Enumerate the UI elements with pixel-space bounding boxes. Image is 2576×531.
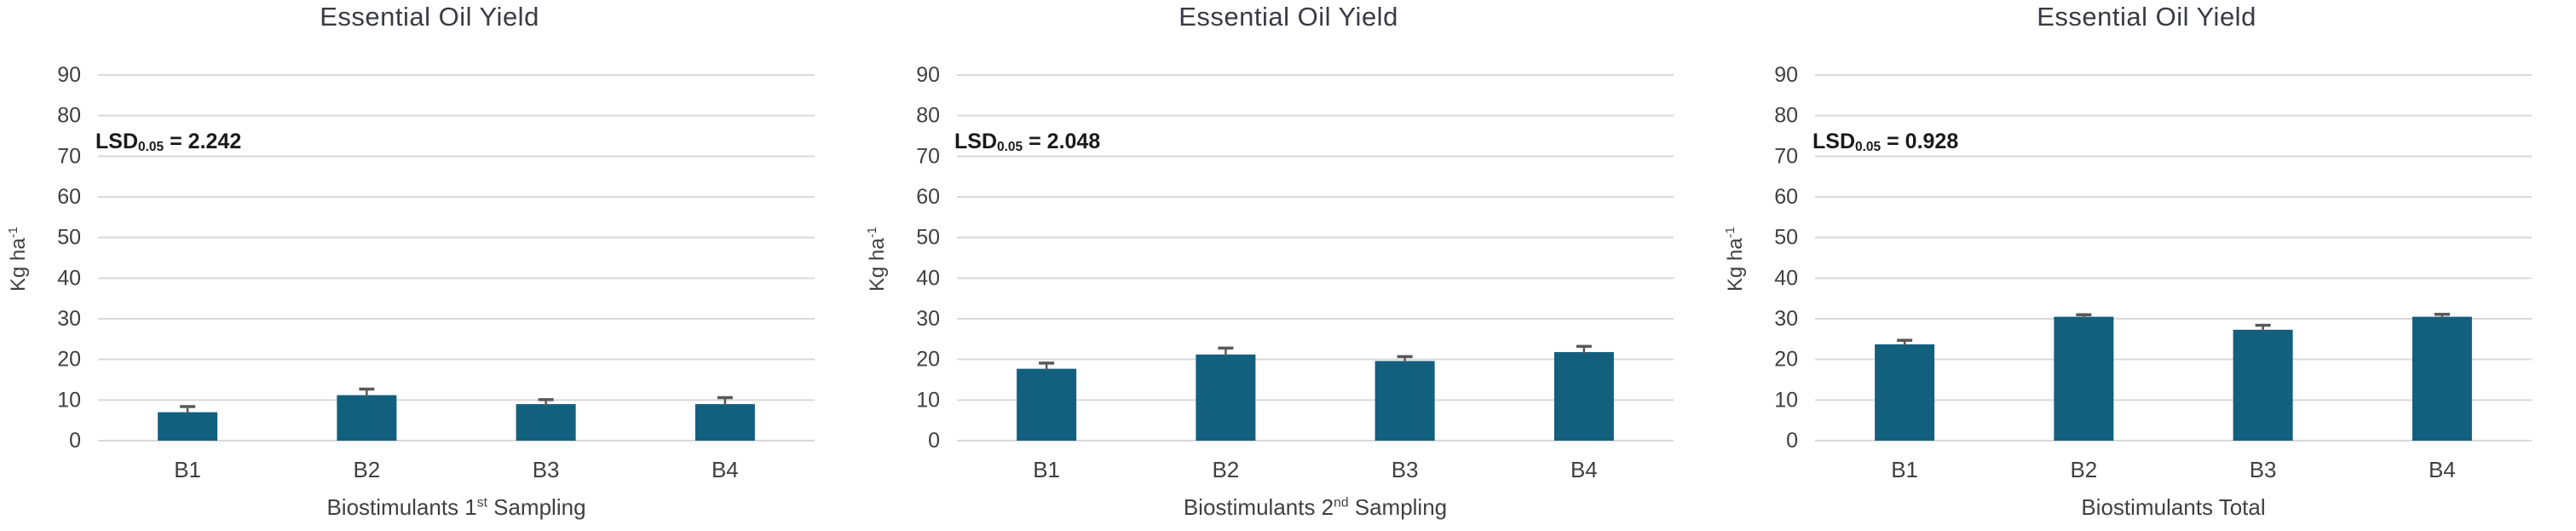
- x-category-label-B3: B3: [2250, 457, 2277, 482]
- y-tick-label-80: 80: [916, 104, 940, 128]
- x-axis-title: Biostimulants 2nd Sampling: [957, 494, 1674, 521]
- bar-B4: [694, 404, 755, 441]
- lsd-subscript: 0.05: [997, 139, 1023, 154]
- x-axis-title-suffix: Sampling: [1348, 494, 1448, 520]
- lsd-subscript: 0.05: [138, 139, 164, 154]
- lsd-subscript: 0.05: [1855, 139, 1882, 154]
- bar-B1: [1875, 344, 1935, 441]
- y-tick-label-40: 40: [57, 266, 81, 290]
- y-tick-label-30: 30: [1774, 307, 1798, 331]
- y-tick-label-50: 50: [916, 226, 940, 250]
- x-category-label-B2: B2: [2070, 457, 2097, 482]
- y-tick-label-20: 20: [1774, 348, 1798, 372]
- chart-title: Essential Oil Yield: [2037, 2, 2256, 32]
- x-category-label-B4: B4: [712, 457, 739, 482]
- bar-B4: [2412, 316, 2472, 441]
- bar-B2: [2054, 316, 2114, 441]
- x-category-label-B1: B1: [174, 457, 201, 482]
- x-category-label-B3: B3: [1392, 457, 1419, 482]
- bar-B1: [158, 412, 218, 441]
- chart-panel-first-sampling: Essential Oil Yield LSD0.05 = 2.242 Kg h…: [0, 0, 859, 531]
- y-tick-label-80: 80: [1774, 104, 1798, 128]
- lsd-annotation: LSD0.05 = 0.928: [1812, 130, 1958, 154]
- y-tick-label-90: 90: [57, 63, 81, 87]
- y-tick-label-0: 0: [1786, 429, 1798, 453]
- plot-area: 0 10 20 30 40 50 60 70 80 90 B1 B2 B3 B4: [916, 63, 1674, 482]
- x-axis-title-text: Biostimulants Total: [2081, 494, 2266, 520]
- x-axis-title-superscript: st: [476, 495, 487, 511]
- chart-title: Essential Oil Yield: [320, 2, 539, 32]
- x-category-label-B2: B2: [1212, 457, 1239, 482]
- y-tick-label-0: 0: [69, 429, 81, 453]
- chart-title: Essential Oil Yield: [1179, 2, 1398, 32]
- y-tick-label-40: 40: [1774, 266, 1798, 290]
- y-tick-label-30: 30: [916, 307, 940, 331]
- x-axis-title-text: Biostimulants 2: [1183, 494, 1334, 520]
- bar-B3: [2233, 329, 2293, 441]
- y-tick-label-30: 30: [57, 307, 81, 331]
- x-axis-title: Biostimulants 1st Sampling: [98, 494, 815, 521]
- x-axis-title-suffix: Sampling: [487, 494, 586, 520]
- lsd-value: = 2.048: [1023, 130, 1101, 153]
- x-axis-title: Biostimulants Total: [1815, 494, 2532, 521]
- x-category-label-B4: B4: [2429, 457, 2456, 482]
- y-tick-label-10: 10: [1774, 388, 1798, 412]
- y-tick-label-50: 50: [57, 226, 81, 250]
- bar-B2: [1196, 354, 1256, 441]
- y-tick-label-70: 70: [916, 144, 940, 168]
- lsd-value: = 2.242: [164, 130, 242, 153]
- y-tick-label-60: 60: [916, 185, 940, 209]
- plot-area: 0 10 20 30 40 50 60 70 80 90 B1 B2 B3 B4: [1774, 63, 2532, 482]
- lsd-prefix: LSD: [954, 130, 997, 153]
- y-tick-label-60: 60: [57, 185, 81, 209]
- lsd-prefix: LSD: [95, 130, 138, 153]
- x-category-label-B1: B1: [1033, 457, 1060, 482]
- x-category-label-B1: B1: [1891, 457, 1918, 482]
- bar-B1: [1017, 368, 1077, 441]
- bar-B3: [516, 404, 576, 441]
- lsd-annotation: LSD0.05 = 2.048: [954, 130, 1100, 154]
- y-tick-label-90: 90: [916, 63, 940, 87]
- x-category-label-B2: B2: [353, 457, 380, 482]
- y-tick-label-20: 20: [57, 348, 81, 372]
- y-tick-label-10: 10: [916, 388, 940, 412]
- y-tick-label-50: 50: [1774, 226, 1798, 250]
- y-tick-label-70: 70: [57, 144, 81, 168]
- chart-panel-second-sampling: Essential Oil Yield LSD0.05 = 2.048 Kg h…: [859, 0, 1718, 531]
- lsd-annotation: LSD0.05 = 2.242: [95, 130, 241, 154]
- x-category-label-B4: B4: [1570, 457, 1598, 482]
- y-tick-label-0: 0: [928, 429, 940, 453]
- plot-area: 0 10 20 30 40 50 60 70 80 90 B1 B2 B3 B4: [57, 63, 815, 482]
- y-tick-label-20: 20: [916, 348, 940, 372]
- bar-B3: [1374, 361, 1435, 441]
- y-tick-label-90: 90: [1774, 63, 1798, 87]
- x-category-label-B3: B3: [533, 457, 560, 482]
- y-tick-label-10: 10: [57, 388, 81, 412]
- y-tick-label-70: 70: [1774, 144, 1798, 168]
- bar-B4: [1553, 352, 1614, 441]
- x-axis-title-text: Biostimulants 1: [326, 494, 477, 520]
- chart-panel-total: Essential Oil Yield LSD0.05 = 0.928 Kg h…: [1717, 0, 2576, 531]
- lsd-value: = 0.928: [1881, 130, 1959, 153]
- lsd-prefix: LSD: [1812, 130, 1855, 153]
- bar-B2: [337, 395, 397, 441]
- y-tick-label-60: 60: [1774, 185, 1798, 209]
- x-axis-title-superscript: nd: [1334, 495, 1349, 511]
- y-tick-label-40: 40: [916, 266, 940, 290]
- y-tick-label-80: 80: [57, 104, 81, 128]
